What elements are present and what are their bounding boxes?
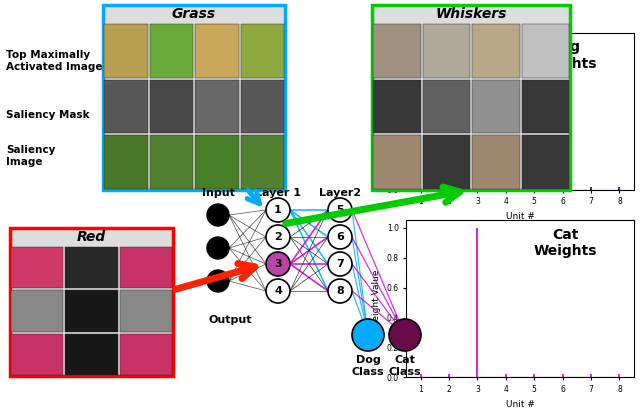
Text: Dog
Weights: Dog Weights bbox=[534, 40, 597, 71]
Circle shape bbox=[266, 225, 290, 249]
X-axis label: Unit #: Unit # bbox=[506, 399, 534, 408]
Circle shape bbox=[328, 198, 352, 222]
FancyBboxPatch shape bbox=[372, 5, 570, 190]
Text: Saliency
Image: Saliency Image bbox=[6, 145, 56, 166]
Bar bbox=[65, 247, 118, 288]
Circle shape bbox=[266, 198, 290, 222]
Bar bbox=[120, 247, 172, 288]
Text: Grass: Grass bbox=[172, 7, 216, 21]
Bar bbox=[150, 80, 193, 133]
Bar bbox=[522, 135, 569, 189]
Text: Input: Input bbox=[202, 188, 234, 198]
Bar bbox=[150, 24, 193, 78]
Bar bbox=[11, 247, 63, 288]
Text: Layer2: Layer2 bbox=[319, 188, 361, 198]
X-axis label: Unit #: Unit # bbox=[506, 212, 534, 221]
Bar bbox=[150, 135, 193, 189]
Text: Cat
Weights: Cat Weights bbox=[534, 228, 597, 258]
FancyBboxPatch shape bbox=[103, 5, 285, 190]
Bar bbox=[195, 80, 239, 133]
Text: 6: 6 bbox=[336, 232, 344, 242]
Text: Saliency Mask: Saliency Mask bbox=[6, 110, 90, 120]
Text: 8: 8 bbox=[336, 286, 344, 296]
Bar bbox=[373, 135, 420, 189]
Text: Layer 1: Layer 1 bbox=[255, 188, 301, 198]
Bar bbox=[373, 24, 420, 78]
Bar bbox=[422, 80, 470, 133]
Text: Whiskers: Whiskers bbox=[435, 7, 507, 21]
Text: 3: 3 bbox=[274, 259, 282, 269]
Bar bbox=[104, 135, 147, 189]
Text: Red: Red bbox=[77, 230, 106, 244]
Bar bbox=[65, 334, 118, 375]
Circle shape bbox=[328, 225, 352, 249]
Bar bbox=[65, 290, 118, 332]
Circle shape bbox=[207, 270, 229, 292]
Text: Output: Output bbox=[208, 315, 252, 325]
FancyBboxPatch shape bbox=[10, 228, 173, 376]
Bar bbox=[11, 334, 63, 375]
Bar bbox=[472, 80, 520, 133]
Circle shape bbox=[207, 204, 229, 226]
Bar bbox=[472, 135, 520, 189]
Circle shape bbox=[266, 279, 290, 303]
Y-axis label: Weight Value: Weight Value bbox=[372, 82, 381, 141]
Text: 7: 7 bbox=[336, 259, 344, 269]
Text: Dog
Class: Dog Class bbox=[352, 355, 384, 377]
Bar bbox=[241, 24, 284, 78]
Text: 4: 4 bbox=[274, 286, 282, 296]
Bar bbox=[11, 290, 63, 332]
Circle shape bbox=[328, 279, 352, 303]
Bar bbox=[472, 24, 520, 78]
Bar bbox=[373, 80, 420, 133]
Bar bbox=[522, 24, 569, 78]
Bar bbox=[241, 135, 284, 189]
Circle shape bbox=[266, 252, 290, 276]
Text: 5: 5 bbox=[336, 205, 344, 215]
Bar bbox=[422, 24, 470, 78]
Bar bbox=[120, 290, 172, 332]
Text: 2: 2 bbox=[274, 232, 282, 242]
Circle shape bbox=[328, 252, 352, 276]
Bar bbox=[422, 135, 470, 189]
Y-axis label: Weight Value: Weight Value bbox=[372, 269, 381, 328]
Bar bbox=[195, 135, 239, 189]
Bar bbox=[104, 24, 147, 78]
Circle shape bbox=[352, 319, 384, 351]
Circle shape bbox=[207, 237, 229, 259]
Bar bbox=[241, 80, 284, 133]
Text: 1: 1 bbox=[274, 205, 282, 215]
Text: Top Maximally
Activated Image: Top Maximally Activated Image bbox=[6, 50, 102, 71]
Circle shape bbox=[389, 319, 421, 351]
Bar bbox=[195, 24, 239, 78]
Bar bbox=[120, 334, 172, 375]
Bar bbox=[522, 80, 569, 133]
Text: Cat
Class: Cat Class bbox=[388, 355, 421, 377]
Bar bbox=[104, 80, 147, 133]
